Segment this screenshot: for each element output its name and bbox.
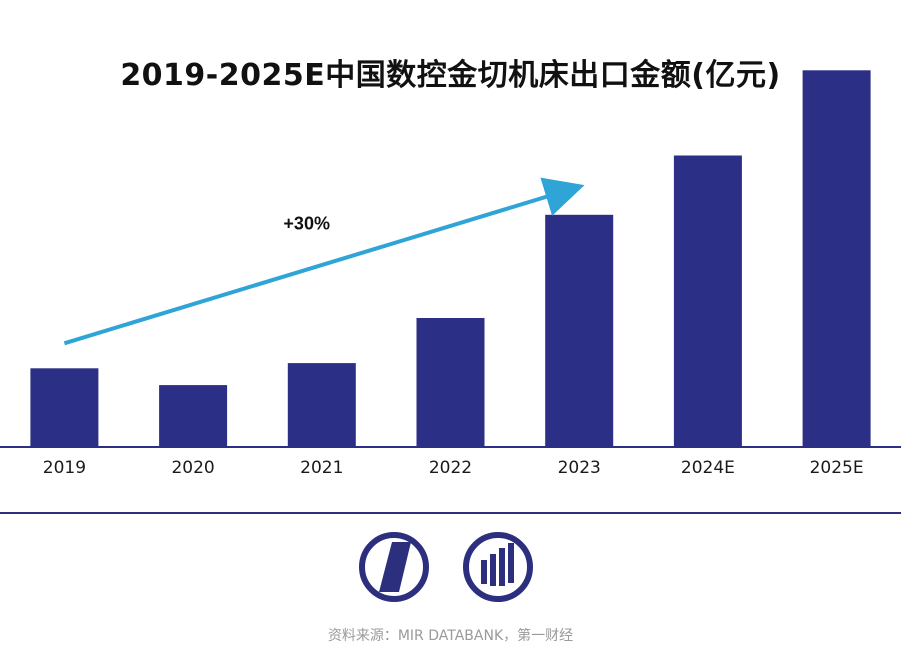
bar-2023	[545, 214, 614, 447]
source-note: 资料来源：MIR DATABANK，第一财经	[327, 628, 574, 644]
x-tick-label: 2025E	[810, 458, 864, 478]
footer-divider	[0, 512, 901, 514]
x-tick-label: 2024E	[681, 458, 735, 478]
mir-logo-icon	[359, 532, 429, 602]
x-tick-label: 2019	[43, 458, 86, 478]
chart-title: 2019-2025E中国数控金切机床出口金额(亿元)	[120, 58, 781, 93]
databank-logo-icon	[463, 532, 533, 602]
bar-2021	[287, 363, 356, 447]
trend-arrow	[63, 177, 585, 346]
x-tick-label: 2022	[429, 458, 472, 478]
x-tick-label: 2020	[171, 458, 214, 478]
bar-2025e	[802, 70, 871, 448]
bar-chart: 2019 2020 2021 2022 2023 2024E 2025E +30%	[0, 70, 901, 478]
bar-2019	[30, 368, 99, 447]
bar-2020	[159, 385, 228, 447]
growth-annotation: +30%	[283, 214, 330, 234]
x-tick-label: 2023	[558, 458, 601, 478]
x-tick-label: 2021	[300, 458, 343, 478]
footer-logos	[359, 532, 533, 602]
bar-2022	[416, 318, 485, 447]
bar-2024e	[673, 155, 742, 447]
